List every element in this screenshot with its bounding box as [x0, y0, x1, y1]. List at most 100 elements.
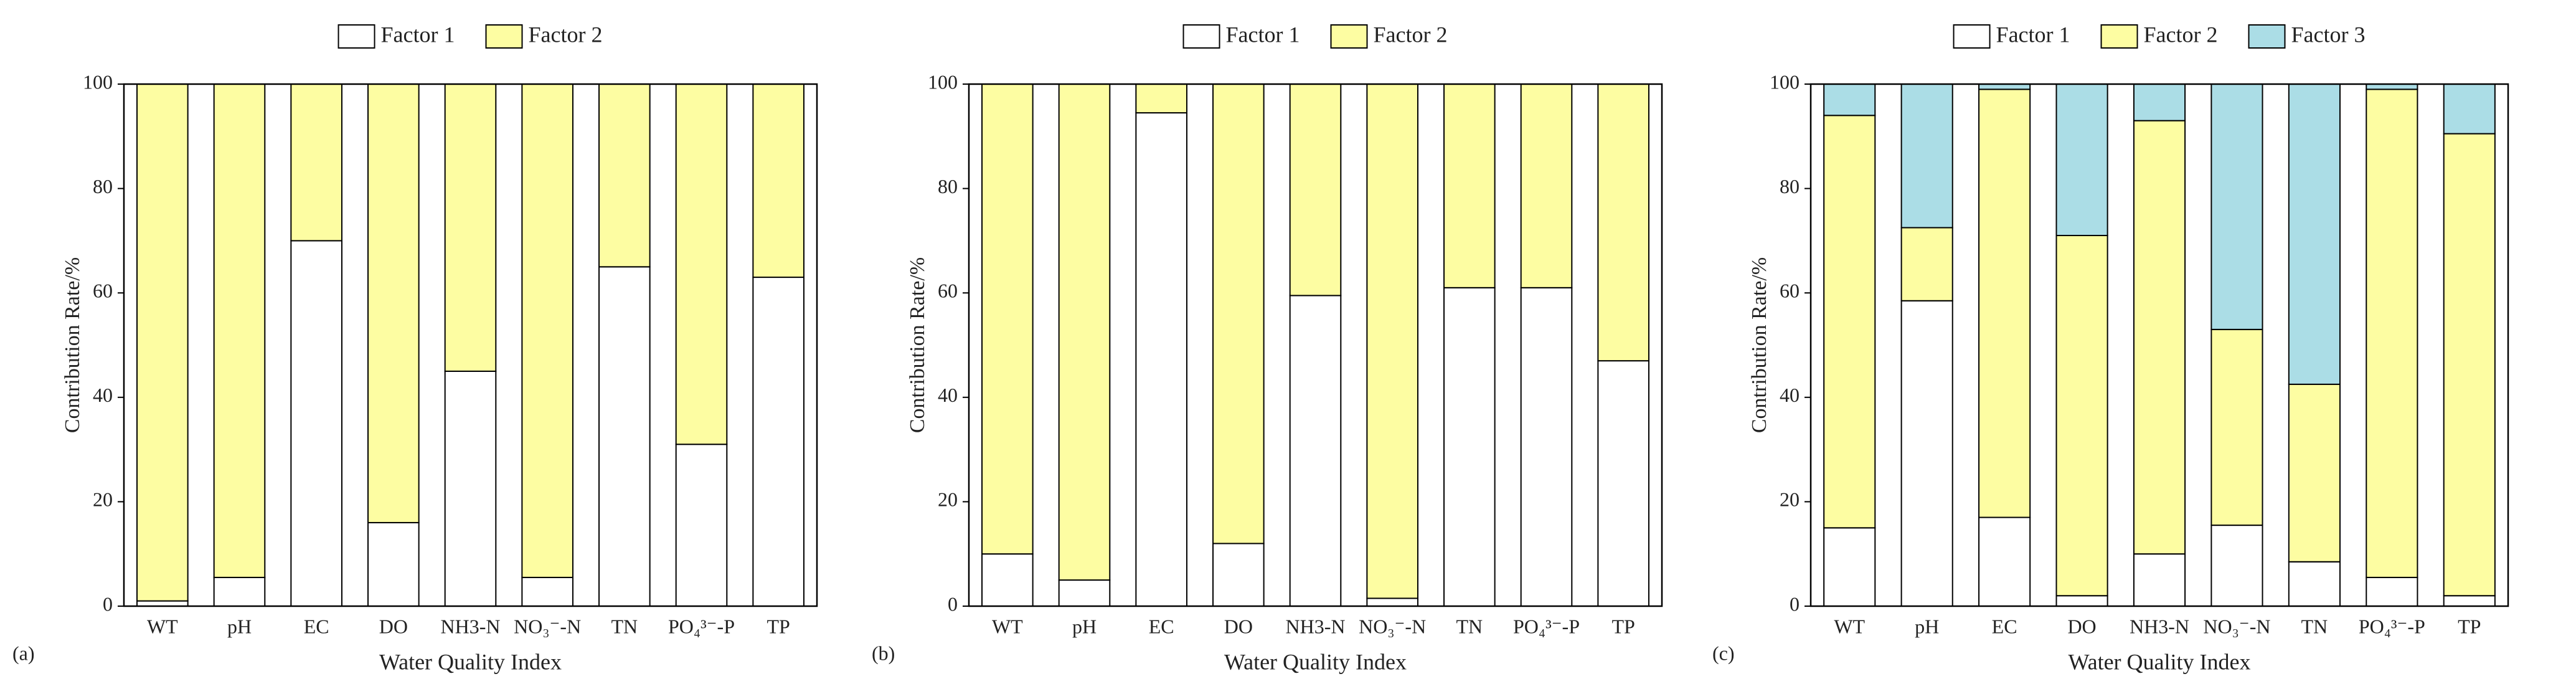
x-axis-title: Water Quality Index [2069, 649, 2251, 674]
y-tick-label: 20 [938, 488, 958, 511]
y-tick-label: 0 [103, 592, 113, 615]
bar-segment [444, 83, 497, 372]
bar-segment [1366, 597, 1418, 607]
bar-segment [1823, 115, 1876, 529]
bar-segment [1978, 516, 2031, 607]
bar-segment [1823, 527, 1876, 607]
x-tick-label: WT [992, 615, 1023, 637]
x-tick-label: PO₄³⁻-P [2359, 615, 2425, 637]
bar-segment [2366, 576, 2418, 607]
x-tick-label: TN [611, 615, 638, 637]
bar-segment [2443, 83, 2496, 135]
y-tick-label: 40 [93, 384, 113, 406]
chart-panel: WT pH EC DO NH3-N NO₃⁻-N TN PO₄³⁻-P TP 0 20 40 60 80 1… [12, 22, 818, 674]
x-axis-title: Water Quality Index [379, 649, 562, 674]
legend: Factor 1 Factor 2 Factor 3 [1953, 22, 2365, 49]
y-axis-title: Contribution Rate/% [61, 257, 84, 433]
bar-segment [2288, 83, 2341, 385]
bar-segment [521, 576, 573, 607]
x-tick-label: PO₄³⁻-P [1513, 615, 1580, 637]
bar-segment [2210, 328, 2263, 526]
y-axis-title: Contribution Rate/% [906, 257, 929, 433]
bar-segment [1443, 287, 1496, 607]
bar-segment [598, 266, 651, 607]
x-tick-label: TP [1611, 615, 1635, 637]
bar-segment [367, 521, 420, 607]
y-tick-label: 20 [93, 488, 113, 511]
y-tick-label: 80 [1780, 175, 1800, 197]
bar-segment [752, 83, 804, 278]
y-tick-label: 60 [1780, 280, 1800, 302]
legend-swatch [337, 24, 375, 49]
bar-segment [675, 83, 728, 445]
x-tick-label: NH3-N [1286, 615, 1346, 637]
legend-swatch [1953, 24, 1991, 49]
y-tick-label: 0 [948, 592, 958, 615]
bar-segment [2366, 88, 2418, 578]
legend: Factor 1 Factor 2 [337, 22, 603, 49]
x-tick-label: NH3-N [2130, 615, 2189, 637]
bar-segment [1597, 360, 1649, 607]
bar-segment [1058, 83, 1111, 581]
bar-segment [2288, 561, 2341, 607]
bar-segment [2055, 595, 2108, 607]
bar-segment [444, 370, 497, 607]
bar-segment [1520, 83, 1573, 288]
y-tick-label: 80 [938, 175, 958, 197]
legend-label: Factor 2 [1374, 22, 1448, 47]
legend: Factor 1 Factor 2 [1182, 22, 1448, 49]
legend-label: Factor 1 [381, 22, 455, 47]
y-tick-label: 100 [83, 70, 113, 93]
bar-segment [1900, 227, 1953, 302]
x-tick-label: PO₄³⁻-P [668, 615, 735, 637]
legend-label: Factor 2 [2144, 22, 2218, 47]
bar-segment [2288, 383, 2341, 563]
bar-segment [2210, 525, 2263, 607]
bar-segment [2133, 120, 2186, 555]
x-tick-label: TP [2458, 615, 2481, 637]
panel-label: (b) [872, 642, 895, 664]
x-tick-label: DO [2067, 615, 2096, 637]
bar-segment [1443, 83, 1496, 288]
bar-segment [213, 576, 266, 607]
bar-segment [2366, 83, 2418, 90]
legend-label: Factor 2 [529, 22, 603, 47]
x-tick-label: WT [1834, 615, 1865, 637]
bar-segment [1212, 543, 1265, 607]
y-tick-label: 100 [1770, 70, 1800, 93]
bar-segment [367, 83, 420, 523]
bar-segment [2443, 595, 2496, 607]
bar-segment [1058, 579, 1111, 607]
bar-segment [981, 83, 1034, 555]
x-tick-label: NO₃⁻-N [514, 615, 581, 637]
x-tick-label: TP [767, 615, 790, 637]
bar-segment [675, 444, 728, 607]
legend-swatch [2100, 24, 2138, 49]
bar-segment [521, 83, 573, 578]
x-axis-title: Water Quality Index [1224, 649, 1407, 674]
bar-segment [1978, 88, 2031, 518]
bar-segment [1900, 300, 1953, 607]
bar-segment [752, 277, 804, 607]
bar-segment [2055, 83, 2108, 237]
x-tick-label: TN [1456, 615, 1483, 637]
x-tick-label: TN [2301, 615, 2328, 637]
panel-label: (c) [1712, 642, 1735, 664]
bar-segment [1135, 83, 1187, 114]
bar-segment [290, 240, 342, 607]
bar-segment [2133, 553, 2186, 607]
bar-segment [136, 83, 189, 602]
y-tick-label: 0 [1790, 592, 1800, 615]
plot-frame [123, 83, 818, 607]
y-tick-label: 60 [93, 280, 113, 302]
y-tick-label: 20 [1780, 488, 1800, 511]
bar-segment [213, 83, 266, 578]
x-tick-label: EC [1992, 615, 2017, 637]
y-tick-label: 60 [938, 280, 958, 302]
bar-segment [136, 600, 189, 607]
y-tick-label: 40 [938, 384, 958, 406]
x-tick-label: NH3-N [441, 615, 501, 637]
legend-label: Factor 1 [1226, 22, 1300, 47]
plot-frame [1809, 83, 2509, 607]
